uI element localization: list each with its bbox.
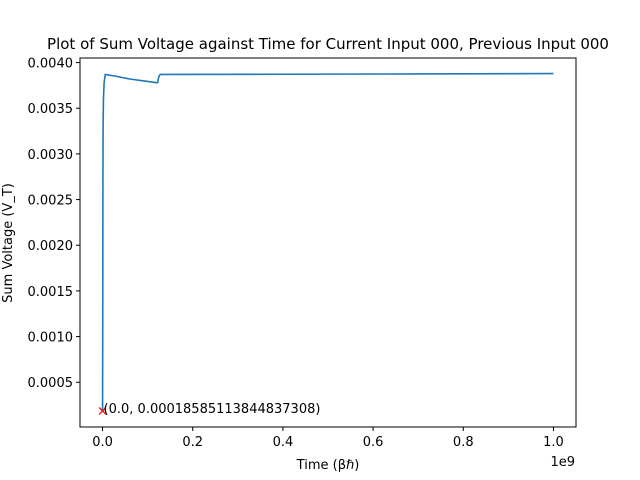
y-tick-label: 0.0025 bbox=[28, 194, 74, 209]
y-axis-ticks: 0.0005 0.0010 0.0015 0.0020 0.0025 0.0030 0.00… bbox=[28, 57, 80, 391]
x-tick-label: 0.0 bbox=[92, 435, 113, 450]
x-axis-label: Time (βℏ) bbox=[296, 458, 360, 473]
x-tick-label: 0.4 bbox=[273, 435, 294, 450]
x-tick-label: 0.8 bbox=[453, 435, 474, 450]
y-tick-label: 0.0030 bbox=[28, 148, 74, 163]
x-tick-label: 0.6 bbox=[363, 435, 384, 450]
x-axis-offset-label: 1e9 bbox=[550, 455, 575, 470]
y-tick-label: 0.0015 bbox=[28, 285, 74, 300]
y-tick-label: 0.0020 bbox=[28, 239, 74, 254]
plot-frame bbox=[79, 57, 577, 428]
x-tick-label: 0.2 bbox=[182, 435, 203, 450]
marker-layer: (0.0, 0.00018585113844837308) bbox=[98, 402, 321, 417]
y-tick-label: 0.0010 bbox=[28, 331, 74, 346]
y-axis-label: Sum Voltage (V_T) bbox=[1, 183, 16, 303]
x-tick-label: 1.0 bbox=[543, 435, 564, 450]
y-tick-label: 0.0005 bbox=[28, 376, 74, 391]
y-tick-label: 0.0040 bbox=[28, 57, 74, 72]
x-marker bbox=[98, 406, 107, 415]
series-line-0 bbox=[101, 72, 554, 411]
series-layer bbox=[101, 72, 554, 411]
point-annotation: (0.0, 0.00018585113844837308) bbox=[104, 402, 321, 417]
chart-title: Plot of Sum Voltage against Time for Cur… bbox=[47, 35, 609, 53]
y-tick-label: 0.0035 bbox=[28, 102, 74, 117]
x-axis-ticks: 0.0 0.2 0.4 0.6 0.8 1.0 bbox=[92, 427, 564, 450]
